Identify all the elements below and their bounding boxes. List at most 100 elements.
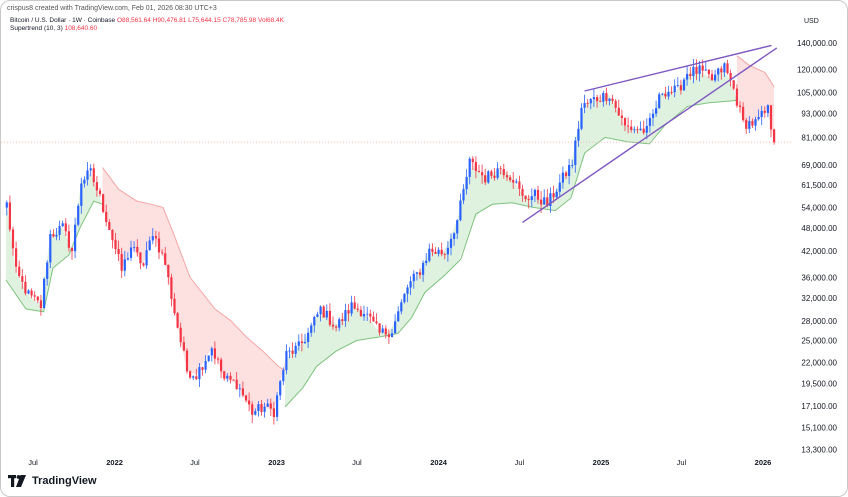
candle-body: [74, 224, 77, 252]
candle-body: [564, 172, 568, 177]
candle-body: [185, 350, 189, 372]
candle-body: [605, 93, 608, 101]
candle-body: [412, 273, 415, 282]
candle-body: [614, 100, 617, 108]
candle-body: [64, 223, 67, 232]
candle-body: [216, 358, 220, 360]
trendline-upper[interactable]: [584, 44, 772, 92]
candle-body: [369, 313, 372, 317]
candle-body: [555, 191, 558, 198]
candle-body: [347, 310, 350, 314]
candle-body: [574, 140, 577, 165]
candle-body: [530, 196, 533, 200]
candle-body: [611, 98, 614, 101]
candle-body: [742, 106, 745, 121]
trendline-lower[interactable]: [522, 47, 778, 223]
ohlc-high: H90,476.81: [152, 17, 187, 24]
candle-body: [381, 328, 384, 333]
indicator-name[interactable]: Supertrend (10, 3): [10, 25, 63, 32]
candle-body: [608, 98, 611, 101]
candle-body: [729, 73, 732, 81]
candle-body: [449, 238, 453, 248]
candle-body: [701, 65, 704, 71]
supertrend-line-down: [736, 55, 775, 87]
candle-body: [341, 319, 344, 321]
candle-body: [723, 63, 726, 73]
candle-body: [400, 302, 403, 312]
trendlines-layer[interactable]: [522, 44, 778, 223]
candle-body: [251, 404, 254, 415]
candle-body: [226, 375, 229, 379]
time-axis[interactable]: Jul 2022 Jul 2023 Jul 2024 Jul 2025 Jul 2026: [28, 458, 771, 467]
candle-body: [443, 254, 446, 255]
price-tick-label: 19,500.00: [801, 379, 837, 388]
candle-body: [645, 125, 648, 133]
candle-body: [732, 80, 735, 89]
candle-body: [462, 189, 465, 201]
candle-body: [70, 247, 74, 252]
candle-body: [331, 324, 335, 327]
candle-body: [670, 92, 673, 93]
candle-body: [505, 175, 509, 178]
time-tick-label: Jul: [515, 458, 525, 467]
symbol-name[interactable]: Bitcoin / U.S. Dollar · 1W · Coinbase: [10, 17, 116, 24]
candle-body: [477, 171, 481, 173]
candle-body: [297, 341, 300, 346]
candle-body: [633, 129, 636, 131]
candle-body: [263, 406, 266, 412]
candle-body: [182, 342, 185, 351]
candle-body: [620, 115, 623, 119]
candle-body: [328, 310, 331, 325]
candle-body: [129, 247, 133, 258]
candle-body: [362, 314, 366, 317]
candle-body: [294, 345, 297, 354]
candle-body: [387, 334, 390, 338]
ohlc-close: C78,785.98: [222, 17, 257, 24]
candle-body: [599, 101, 602, 102]
candle-body: [344, 310, 347, 321]
price-tick-label: 54,000.00: [801, 203, 837, 212]
candle-body: [353, 302, 356, 309]
candle-body: [422, 263, 425, 275]
candle-body: [586, 103, 589, 104]
candle-body: [655, 108, 658, 114]
price-axis[interactable]: 140,000.00 120,000.00 105,000.00 93,000.00 8…: [797, 39, 838, 455]
price-tick-label: 61,500.00: [801, 181, 837, 190]
candle-body: [229, 375, 232, 380]
candle-body: [518, 181, 521, 189]
candle-body: [521, 188, 524, 196]
candle-body: [406, 287, 409, 294]
candle-body: [418, 272, 422, 275]
candle-body: [375, 321, 378, 324]
candle-body: [316, 314, 319, 317]
tradingview-logo[interactable]: TradingView: [8, 475, 97, 487]
candle-body: [139, 252, 142, 264]
candle-body: [425, 260, 428, 263]
candle-body: [658, 94, 661, 109]
candle-body: [490, 171, 493, 176]
candle-body: [5, 202, 8, 208]
candle-body: [366, 313, 369, 315]
candle-body: [527, 199, 530, 200]
ohlc-open: O88,561.64: [116, 17, 151, 24]
candle-body: [630, 126, 633, 130]
chart-credit: crispus8 created with TradingView.com, F…: [7, 5, 217, 12]
candle-body: [372, 316, 375, 322]
candle-body: [738, 105, 742, 107]
candle-body: [27, 290, 30, 294]
candle-body: [52, 234, 55, 237]
candle-body: [459, 200, 462, 221]
candle-body: [692, 66, 695, 76]
candle-body: [338, 319, 341, 328]
candle-body: [335, 326, 338, 328]
candle-body: [92, 168, 95, 183]
candle-body: [589, 99, 592, 104]
candle-body: [745, 120, 748, 129]
candle-body: [499, 168, 502, 170]
price-tick-label: 48,000.00: [801, 224, 837, 233]
supertrend-fill-down: [102, 167, 285, 412]
candle-body: [428, 248, 431, 261]
candle-body: [260, 404, 263, 412]
candle-body: [89, 168, 92, 171]
